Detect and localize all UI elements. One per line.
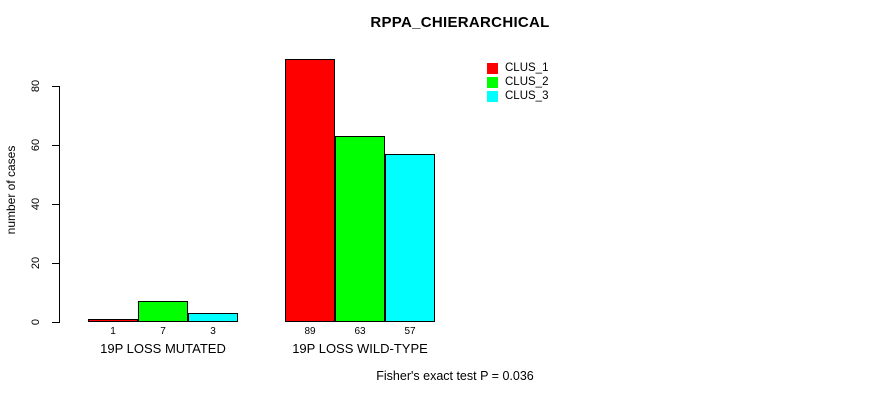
y-tick-mark [52,85,59,87]
legend-label: CLUS_2 [505,76,549,88]
y-axis-label: number of cases [4,145,18,235]
y-tick-mark [52,321,59,323]
y-tick-label: 20 [30,256,42,270]
legend-swatch-clus_3 [487,90,498,102]
bar-clus_1-0 [88,319,138,322]
bar-clus_1-1 [285,59,335,322]
y-tick-mark [52,144,59,146]
bar-clus_2-1 [335,136,385,322]
bar-value-label: 3 [210,326,216,337]
x-category-label: 19P LOSS MUTATED [100,341,226,356]
y-tick-label: 40 [30,197,42,211]
bar-value-label: 89 [304,326,316,337]
legend: CLUS_1 CLUS_2 CLUS_3 [487,61,548,103]
bar-value-label: 7 [160,326,166,337]
bar-value-label: 57 [404,326,416,337]
legend-label: CLUS_1 [505,62,549,74]
y-tick-label: 80 [30,79,42,93]
bar-value-label: 63 [354,326,366,337]
y-tick-label: 0 [30,318,42,326]
legend-row: CLUS_2 [487,75,548,89]
legend-row: CLUS_3 [487,89,548,103]
bar-clus_2-0 [138,301,188,322]
y-tick-mark [52,203,59,205]
y-tick-mark [52,262,59,264]
legend-swatch-clus_2 [487,76,498,88]
y-axis-line [59,86,60,323]
chart-title: RPPA_CHIERARCHICAL [370,14,550,31]
bar-value-label: 1 [110,326,116,337]
x-category-label: 19P LOSS WILD-TYPE [292,341,428,356]
stat-test-annotation: Fisher's exact test P = 0.036 [376,369,534,383]
legend-swatch-clus_1 [487,62,498,74]
legend-row: CLUS_1 [487,61,548,75]
legend-label: CLUS_3 [505,90,549,102]
y-tick-label: 60 [30,138,42,152]
bar-clus_3-0 [188,313,238,322]
bar-clus_3-1 [385,153,435,322]
